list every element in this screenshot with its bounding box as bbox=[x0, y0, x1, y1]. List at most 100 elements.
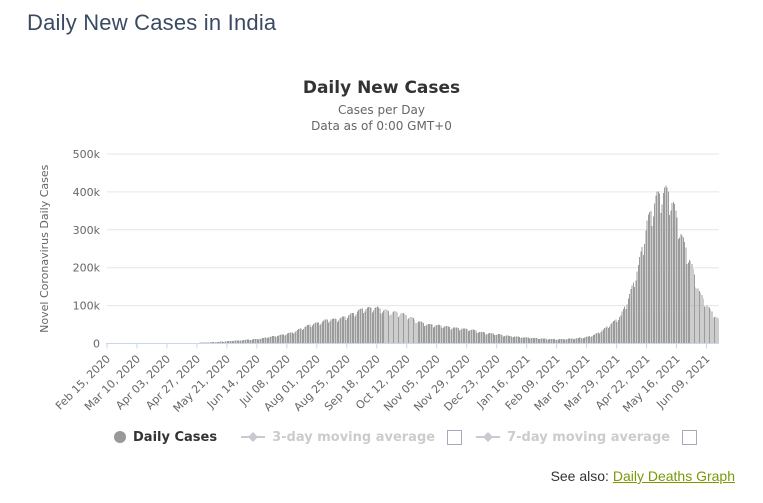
y-tick-label: 300k bbox=[73, 224, 101, 237]
daily-cases-bar bbox=[298, 329, 300, 344]
daily-cases-bar bbox=[654, 203, 656, 344]
daily-cases-bar bbox=[310, 326, 312, 344]
see-also-line: See also: Daily Deaths Graph bbox=[551, 468, 735, 484]
daily-cases-bar bbox=[464, 328, 466, 344]
daily-cases-bar bbox=[300, 328, 302, 344]
daily-cases-bar bbox=[462, 328, 464, 344]
daily-cases-bar bbox=[444, 326, 446, 344]
daily-cases-bar bbox=[534, 337, 536, 344]
daily-cases-bar bbox=[622, 308, 624, 344]
daily-cases-bar bbox=[497, 334, 499, 344]
daily-cases-bar bbox=[592, 335, 594, 344]
daily-cases-bar bbox=[254, 338, 256, 344]
daily-cases-bar bbox=[446, 325, 448, 344]
daily-cases-bar bbox=[457, 328, 459, 344]
daily-cases-bar bbox=[285, 334, 287, 344]
daily-cases-bar bbox=[329, 321, 331, 344]
y-tick-label: 500k bbox=[73, 148, 101, 161]
daily-cases-bar bbox=[665, 185, 667, 344]
daily-cases-bar bbox=[611, 322, 613, 344]
daily-cases-bar bbox=[606, 326, 608, 344]
chart-subtitle-data-as-of: Data as of 0:00 GMT+0 bbox=[311, 119, 452, 133]
y-axis-title: Novel Coronavirus Daily Cases bbox=[38, 164, 51, 332]
daily-deaths-graph-link[interactable]: Daily Deaths Graph bbox=[612, 468, 735, 484]
daily-cases-bar bbox=[496, 334, 498, 344]
daily-cases-bar bbox=[547, 339, 549, 344]
daily-cases-bar bbox=[470, 329, 472, 344]
daily-cases-bar bbox=[491, 333, 493, 344]
daily-cases-bar bbox=[340, 317, 342, 344]
daily-cases-bar bbox=[619, 317, 621, 344]
daily-cases-bar bbox=[256, 338, 258, 344]
legend-item-daily-cases[interactable]: Daily Cases bbox=[114, 430, 217, 445]
3day-avg-checkbox[interactable] bbox=[447, 429, 463, 445]
daily-cases-bar bbox=[358, 310, 360, 344]
daily-cases-bar bbox=[607, 328, 609, 344]
chart-container: Daily New Cases Cases per Day Data as of… bbox=[0, 60, 763, 503]
daily-cases-bar bbox=[249, 340, 251, 344]
daily-cases-bar bbox=[265, 337, 267, 344]
daily-cases-bar bbox=[211, 342, 213, 344]
daily-cases-bar bbox=[510, 336, 512, 344]
daily-cases-bar bbox=[351, 312, 353, 344]
daily-cases-bar bbox=[635, 280, 637, 344]
daily-cases-bar bbox=[376, 306, 378, 344]
daily-cases-bar bbox=[374, 308, 376, 344]
daily-cases-bar bbox=[373, 310, 374, 344]
daily-cases-bar bbox=[655, 195, 657, 344]
daily-cases-bar bbox=[566, 338, 568, 344]
daily-cases-bar bbox=[494, 335, 496, 344]
daily-cases-bar bbox=[685, 247, 687, 344]
daily-cases-bar bbox=[213, 342, 215, 344]
daily-cases-bar bbox=[416, 322, 418, 344]
daily-cases-bar bbox=[471, 329, 473, 344]
daily-cases-bar bbox=[677, 239, 679, 344]
daily-cases-bar bbox=[268, 337, 270, 344]
daily-cases-bar bbox=[406, 319, 408, 344]
daily-cases-bar bbox=[487, 333, 489, 344]
daily-cases-bar bbox=[403, 312, 404, 344]
daily-cases-bar bbox=[650, 211, 652, 344]
daily-cases-bar bbox=[467, 331, 469, 344]
daily-cases-bar bbox=[442, 327, 444, 344]
daily-cases-bar bbox=[631, 285, 633, 344]
daily-cases-bar bbox=[532, 337, 534, 344]
daily-cases-bar bbox=[369, 307, 371, 344]
legend-item-3day-avg[interactable]: 3-day moving average bbox=[241, 430, 435, 445]
daily-cases-bar bbox=[255, 338, 257, 344]
daily-cases-bar bbox=[409, 317, 411, 344]
daily-cases-bar bbox=[274, 335, 276, 344]
daily-cases-bar bbox=[296, 330, 298, 344]
daily-cases-bar bbox=[278, 335, 280, 344]
daily-cases-bar bbox=[325, 319, 327, 344]
daily-cases-bar bbox=[427, 324, 429, 344]
daily-cases-bar bbox=[717, 318, 719, 344]
daily-cases-bar bbox=[431, 324, 433, 344]
daily-cases-bar bbox=[539, 338, 541, 344]
daily-cases-bar bbox=[519, 336, 521, 344]
daily-cases-bar bbox=[284, 335, 286, 344]
daily-cases-bar bbox=[452, 327, 454, 344]
daily-cases-bar bbox=[415, 323, 417, 344]
daily-cases-bar bbox=[393, 311, 394, 344]
daily-cases-bar bbox=[326, 319, 328, 344]
daily-cases-bar bbox=[253, 339, 255, 344]
daily-cases-bar bbox=[311, 325, 313, 344]
7day-avg-checkbox[interactable] bbox=[682, 429, 698, 445]
daily-cases-bar bbox=[662, 193, 664, 344]
daily-cases-bar bbox=[371, 312, 373, 344]
daily-cases-bar bbox=[370, 307, 372, 344]
daily-cases-bar bbox=[641, 246, 643, 344]
daily-cases-bar bbox=[514, 336, 516, 344]
daily-cases-bar bbox=[645, 230, 647, 344]
daily-cases-bar bbox=[208, 342, 210, 344]
daily-cases-bar bbox=[356, 311, 358, 344]
daily-cases-bar bbox=[383, 310, 384, 344]
daily-cases-bar bbox=[550, 338, 552, 344]
daily-cases-bar bbox=[656, 191, 658, 344]
daily-cases-bar bbox=[692, 268, 694, 344]
daily-cases-bar bbox=[454, 327, 456, 344]
daily-cases-bar bbox=[441, 328, 443, 344]
legend-item-7day-avg[interactable]: 7-day moving average bbox=[476, 430, 670, 445]
daily-cases-bar bbox=[601, 330, 603, 344]
